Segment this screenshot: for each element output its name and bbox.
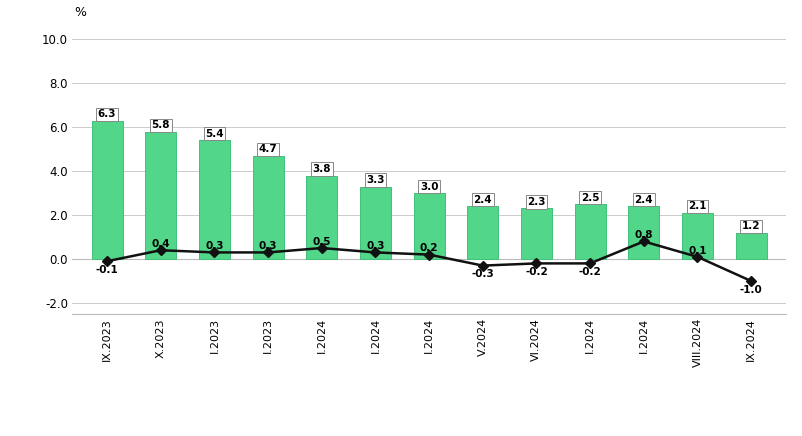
- Text: 5.4: 5.4: [205, 129, 224, 139]
- Bar: [253, 156, 284, 259]
- Text: 3.8: 3.8: [313, 164, 331, 174]
- Text: 0.8: 0.8: [634, 230, 653, 240]
- Text: 0.5: 0.5: [313, 237, 331, 247]
- Text: 2.4: 2.4: [634, 195, 653, 205]
- Text: 2.4: 2.4: [473, 195, 492, 205]
- Text: 0.4: 0.4: [152, 239, 170, 249]
- Text: 0.3: 0.3: [259, 241, 277, 251]
- Bar: [735, 233, 767, 259]
- Bar: [468, 206, 498, 259]
- Bar: [91, 121, 123, 259]
- Text: 1.2: 1.2: [742, 221, 760, 231]
- Bar: [628, 206, 659, 259]
- Text: -0.1: -0.1: [95, 265, 119, 275]
- Text: -0.2: -0.2: [525, 267, 548, 277]
- Text: 6.3: 6.3: [98, 109, 116, 119]
- Bar: [520, 208, 552, 259]
- Text: 2.5: 2.5: [581, 193, 599, 203]
- Text: 3.3: 3.3: [367, 175, 385, 185]
- Text: 2.1: 2.1: [688, 201, 707, 211]
- Bar: [682, 213, 713, 259]
- Text: 3.0: 3.0: [419, 181, 439, 191]
- Text: -0.3: -0.3: [472, 269, 494, 279]
- Text: 0.3: 0.3: [205, 241, 224, 251]
- Text: 0.3: 0.3: [367, 241, 385, 251]
- Text: 5.8: 5.8: [152, 120, 170, 130]
- Bar: [306, 176, 338, 259]
- Text: 0.2: 0.2: [419, 243, 439, 253]
- Bar: [199, 140, 230, 259]
- Text: 0.1: 0.1: [688, 245, 707, 255]
- Bar: [360, 187, 391, 259]
- Bar: [145, 132, 176, 259]
- Text: %: %: [75, 6, 87, 18]
- Bar: [574, 204, 606, 259]
- Text: -1.0: -1.0: [739, 285, 763, 295]
- Text: 4.7: 4.7: [259, 144, 277, 154]
- Text: 2.3: 2.3: [527, 197, 545, 207]
- Text: -0.2: -0.2: [579, 267, 602, 277]
- Bar: [414, 193, 444, 259]
